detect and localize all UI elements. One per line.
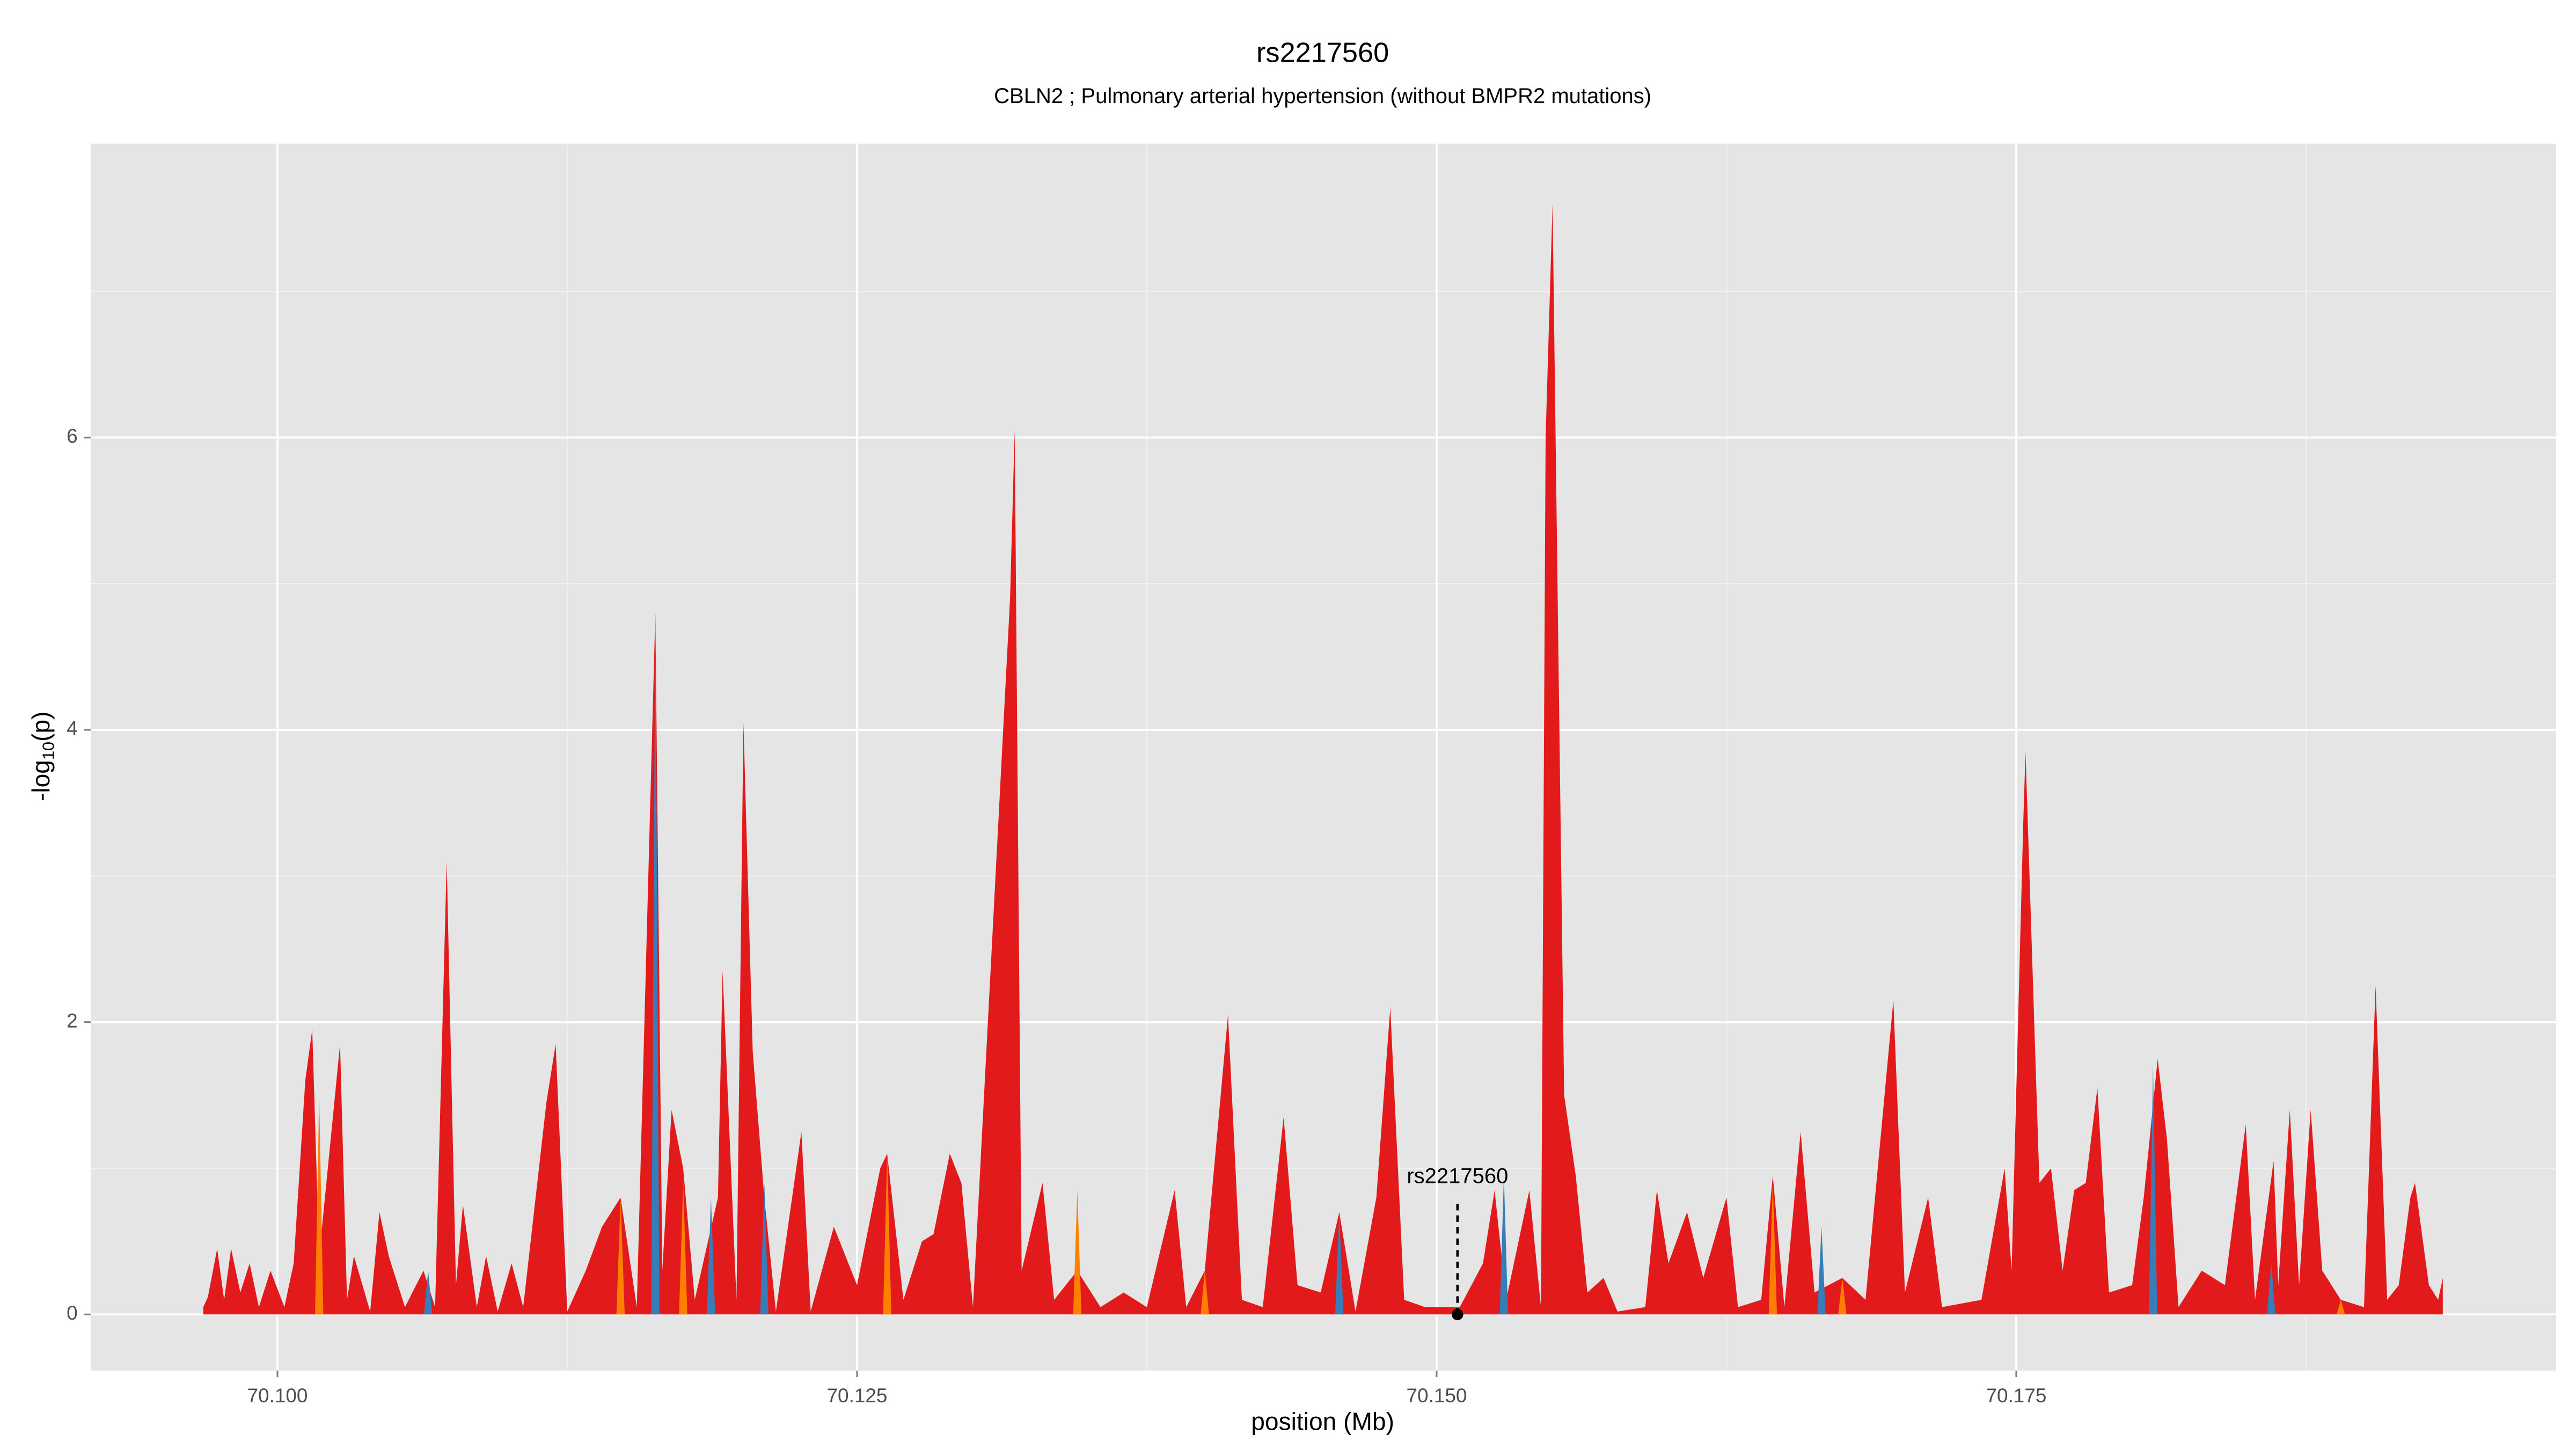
spike <box>1499 1175 1508 1315</box>
spike <box>679 1183 687 1315</box>
spike <box>1768 1183 1777 1315</box>
y-tick-label: 4 <box>67 718 78 740</box>
spike <box>707 1197 715 1315</box>
y-title-part: (p) <box>27 711 55 741</box>
y-tick-label: 6 <box>67 425 78 447</box>
spike <box>883 1153 891 1315</box>
spike <box>1201 1270 1209 1315</box>
spike <box>315 1095 324 1315</box>
plot-panel <box>91 143 2557 1371</box>
spike <box>1817 1226 1826 1315</box>
y-title-part: -log <box>27 760 55 801</box>
chart-subtitle: CBLN2 ; Pulmonary arterial hypertension … <box>994 84 1651 108</box>
spike <box>424 1270 433 1315</box>
annotation-point <box>1452 1308 1463 1321</box>
annotation-label: rs2217560 <box>1407 1164 1508 1188</box>
spike <box>2267 1263 2275 1315</box>
chart-title: rs2217560 <box>1256 37 1389 68</box>
spike <box>651 620 660 1315</box>
y-tick-label: 0 <box>67 1302 78 1324</box>
y-axis-title: -log10(p) <box>27 711 57 801</box>
x-tick-label: 70.100 <box>247 1385 308 1407</box>
spike <box>2149 1066 2157 1315</box>
x-axis-title: position (Mb) <box>1251 1407 1394 1435</box>
x-tick-label: 70.150 <box>1407 1385 1467 1407</box>
x-tick-label: 70.175 <box>1986 1385 2047 1407</box>
spike <box>1838 1278 1847 1315</box>
y-title-sub: 10 <box>39 742 57 760</box>
spike <box>2337 1300 2345 1315</box>
spike <box>760 1183 769 1315</box>
spike <box>616 1197 625 1315</box>
x-tick-label: 70.125 <box>827 1385 888 1407</box>
spike <box>1073 1190 1082 1315</box>
spike <box>1335 1212 1344 1315</box>
y-tick-label: 2 <box>67 1009 78 1031</box>
